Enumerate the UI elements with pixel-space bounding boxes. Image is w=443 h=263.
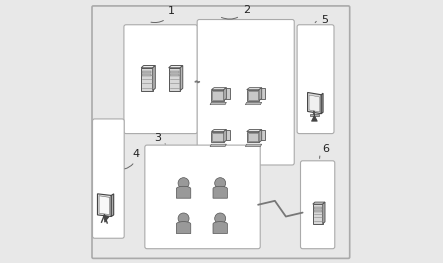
Polygon shape: [247, 129, 262, 132]
Polygon shape: [323, 202, 325, 224]
Polygon shape: [247, 132, 259, 143]
Polygon shape: [245, 102, 262, 105]
Polygon shape: [213, 222, 227, 234]
Text: 6: 6: [319, 144, 330, 158]
Polygon shape: [111, 194, 114, 216]
Text: 5: 5: [315, 14, 328, 24]
Polygon shape: [247, 90, 259, 100]
Polygon shape: [309, 95, 320, 112]
Polygon shape: [313, 202, 325, 204]
FancyBboxPatch shape: [170, 74, 179, 77]
Polygon shape: [259, 88, 262, 100]
Circle shape: [215, 213, 225, 224]
Polygon shape: [211, 129, 226, 132]
FancyBboxPatch shape: [93, 119, 124, 238]
Polygon shape: [180, 65, 183, 90]
Polygon shape: [99, 196, 109, 215]
FancyBboxPatch shape: [300, 161, 335, 249]
Polygon shape: [248, 91, 258, 100]
FancyBboxPatch shape: [297, 25, 334, 134]
Polygon shape: [313, 204, 323, 224]
Polygon shape: [260, 130, 265, 140]
Text: 3: 3: [154, 133, 165, 144]
Polygon shape: [247, 88, 262, 90]
Circle shape: [178, 178, 189, 189]
Polygon shape: [176, 222, 191, 234]
Polygon shape: [310, 114, 319, 116]
Polygon shape: [176, 186, 191, 198]
FancyBboxPatch shape: [197, 19, 294, 165]
Polygon shape: [211, 90, 224, 100]
Text: 2: 2: [222, 5, 250, 19]
FancyBboxPatch shape: [92, 6, 350, 258]
FancyBboxPatch shape: [314, 210, 322, 211]
Polygon shape: [153, 65, 155, 90]
Polygon shape: [210, 102, 226, 105]
Circle shape: [178, 213, 189, 224]
Polygon shape: [307, 93, 321, 114]
Polygon shape: [260, 88, 265, 99]
Polygon shape: [169, 65, 183, 68]
Polygon shape: [212, 133, 222, 141]
Polygon shape: [97, 194, 111, 216]
Polygon shape: [213, 186, 227, 198]
Polygon shape: [245, 144, 262, 146]
Text: 1: 1: [151, 6, 175, 23]
Polygon shape: [248, 133, 258, 141]
Polygon shape: [225, 88, 230, 99]
Polygon shape: [224, 88, 226, 100]
Polygon shape: [169, 68, 180, 90]
Circle shape: [215, 178, 225, 189]
Polygon shape: [210, 144, 226, 146]
FancyBboxPatch shape: [124, 25, 198, 134]
Polygon shape: [212, 91, 222, 100]
Polygon shape: [211, 132, 224, 143]
FancyBboxPatch shape: [170, 71, 179, 73]
Polygon shape: [141, 68, 153, 90]
FancyBboxPatch shape: [143, 74, 152, 77]
FancyBboxPatch shape: [145, 145, 260, 249]
FancyBboxPatch shape: [143, 71, 152, 73]
Polygon shape: [224, 129, 226, 143]
Text: 4: 4: [125, 149, 140, 169]
FancyBboxPatch shape: [314, 207, 322, 209]
Polygon shape: [211, 88, 226, 90]
Polygon shape: [225, 130, 230, 140]
Polygon shape: [141, 65, 155, 68]
Polygon shape: [321, 93, 323, 114]
Polygon shape: [259, 129, 262, 143]
